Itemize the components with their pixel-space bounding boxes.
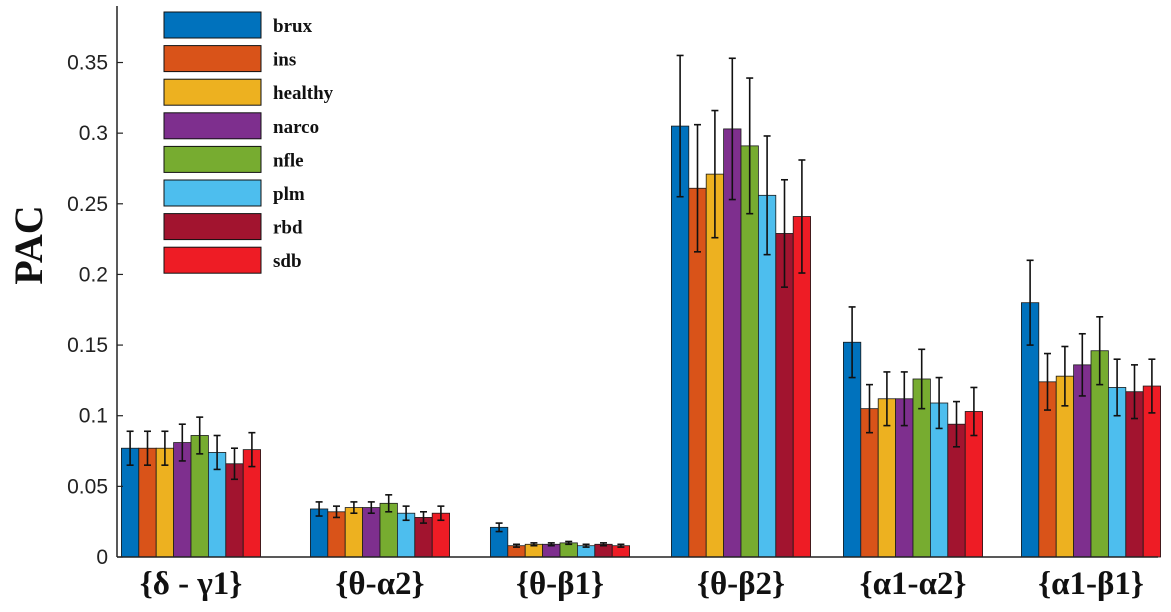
error-bar-ins bbox=[694, 123, 701, 253]
error-bar-ins bbox=[866, 383, 873, 434]
legend-item-brux: brux bbox=[163, 11, 313, 39]
x-category-label: {θ-β2} bbox=[697, 566, 785, 602]
error-bar-brux bbox=[315, 501, 323, 517]
y-tick-label: 0.35 bbox=[67, 52, 108, 75]
error-bar-nfle bbox=[1096, 316, 1104, 386]
legend-label: rbd bbox=[273, 218, 303, 239]
x-category-label: {θ-α2} bbox=[335, 566, 424, 602]
legend-label: ins bbox=[273, 50, 296, 71]
legend-label: plm bbox=[273, 184, 305, 205]
error-bar-healthy bbox=[883, 371, 891, 427]
legend-label: narco bbox=[273, 117, 319, 138]
bar-healthy bbox=[344, 507, 364, 558]
legend-item-plm: plm bbox=[163, 179, 305, 207]
error-bar-sdb bbox=[617, 543, 625, 548]
x-category-label: {α1-β1} bbox=[1038, 566, 1144, 602]
y-tick-label: 0.05 bbox=[67, 475, 108, 498]
error-bar-sdb bbox=[798, 159, 806, 274]
legend-swatch bbox=[163, 112, 262, 140]
error-bar-sdb bbox=[437, 505, 445, 522]
error-bar-ins bbox=[513, 543, 520, 548]
error-bar-rbd bbox=[600, 542, 607, 547]
error-bar-plm bbox=[582, 543, 590, 548]
x-category-label: {δ - γ1} bbox=[140, 566, 243, 602]
error-bar-plm bbox=[213, 434, 221, 471]
legend-label: sdb bbox=[273, 251, 302, 272]
error-bar-narco bbox=[367, 501, 375, 515]
error-bar-brux bbox=[676, 54, 684, 198]
legend-item-sdb: sdb bbox=[163, 246, 302, 274]
error-bar-plm bbox=[763, 135, 771, 256]
legend-swatch bbox=[163, 145, 262, 173]
error-bar-plm bbox=[402, 505, 410, 522]
legend: brux ins healthy narco nfle plm rbd sdb bbox=[163, 11, 334, 274]
error-bar-narco bbox=[900, 371, 908, 427]
error-bar-rbd bbox=[953, 400, 960, 448]
error-bar-rbd bbox=[1131, 364, 1138, 420]
bar-narco bbox=[362, 507, 381, 558]
error-bar-brux bbox=[126, 430, 134, 466]
legend-label: nfle bbox=[273, 150, 304, 171]
legend-item-narco: narco bbox=[163, 112, 319, 140]
error-bar-healthy bbox=[711, 109, 719, 239]
bar-ins bbox=[327, 511, 346, 558]
error-bar-rbd bbox=[781, 178, 788, 288]
error-bar-narco bbox=[1078, 332, 1086, 397]
legend-label: healthy bbox=[273, 83, 334, 104]
error-bar-narco bbox=[178, 423, 186, 462]
bars-layer bbox=[121, 54, 1161, 558]
error-bar-nfle bbox=[918, 348, 926, 410]
legend-item-ins: ins bbox=[163, 45, 296, 73]
y-tick-label: 0 bbox=[96, 546, 108, 569]
error-bar-ins bbox=[1044, 352, 1051, 411]
error-bar-healthy bbox=[161, 430, 169, 466]
y-ticks-layer: 0 0.05 0.1 0.15 0.2 0.25 0.3 0.35 bbox=[67, 52, 123, 569]
legend-item-nfle: nfle bbox=[163, 145, 304, 173]
x-category-label: {θ-β1} bbox=[516, 566, 604, 602]
legend-item-healthy: healthy bbox=[163, 78, 334, 106]
legend-swatch bbox=[163, 78, 262, 106]
legend-item-rbd: rbd bbox=[163, 213, 303, 241]
y-tick-label: 0.25 bbox=[67, 193, 108, 216]
y-axis-label: PAC bbox=[6, 205, 51, 284]
error-bar-nfle bbox=[385, 494, 393, 513]
error-bar-ins bbox=[144, 430, 151, 466]
error-bar-healthy bbox=[1061, 345, 1069, 407]
error-bar-nfle bbox=[196, 416, 204, 455]
y-tick-label: 0.1 bbox=[79, 405, 108, 428]
legend-swatch bbox=[163, 11, 262, 39]
error-bar-plm bbox=[1113, 358, 1121, 417]
y-tick-label: 0.15 bbox=[67, 334, 108, 357]
legend-swatch bbox=[163, 45, 262, 73]
legend-swatch bbox=[163, 246, 262, 274]
error-bar-rbd bbox=[231, 447, 238, 481]
error-bar-sdb bbox=[1148, 358, 1156, 414]
legend-swatch bbox=[163, 213, 262, 241]
legend-label: brux bbox=[273, 16, 313, 37]
y-tick-label: 0.2 bbox=[79, 263, 108, 286]
error-bar-healthy bbox=[350, 501, 358, 515]
error-bar-ins bbox=[333, 505, 340, 519]
error-bar-brux bbox=[1026, 259, 1034, 346]
error-bar-plm bbox=[935, 376, 943, 430]
error-bar-rbd bbox=[420, 510, 427, 524]
error-bar-sdb bbox=[248, 431, 256, 468]
error-bar-brux bbox=[495, 522, 503, 533]
error-bar-narco bbox=[547, 542, 555, 547]
error-bar-healthy bbox=[530, 542, 538, 547]
error-bar-narco bbox=[728, 57, 736, 201]
error-bar-nfle bbox=[746, 77, 754, 215]
error-bar-sdb bbox=[970, 386, 978, 437]
x-category-label: {α1-α2} bbox=[860, 566, 967, 602]
legend-swatch bbox=[163, 179, 262, 207]
error-bar-nfle bbox=[565, 540, 573, 546]
y-tick-label: 0.3 bbox=[79, 122, 108, 145]
error-bar-brux bbox=[848, 306, 856, 379]
x-labels-layer: {δ - γ1} {θ-α2} {θ-β1} {θ-β2} {α1-α2} {α1-β1} bbox=[140, 566, 1144, 602]
